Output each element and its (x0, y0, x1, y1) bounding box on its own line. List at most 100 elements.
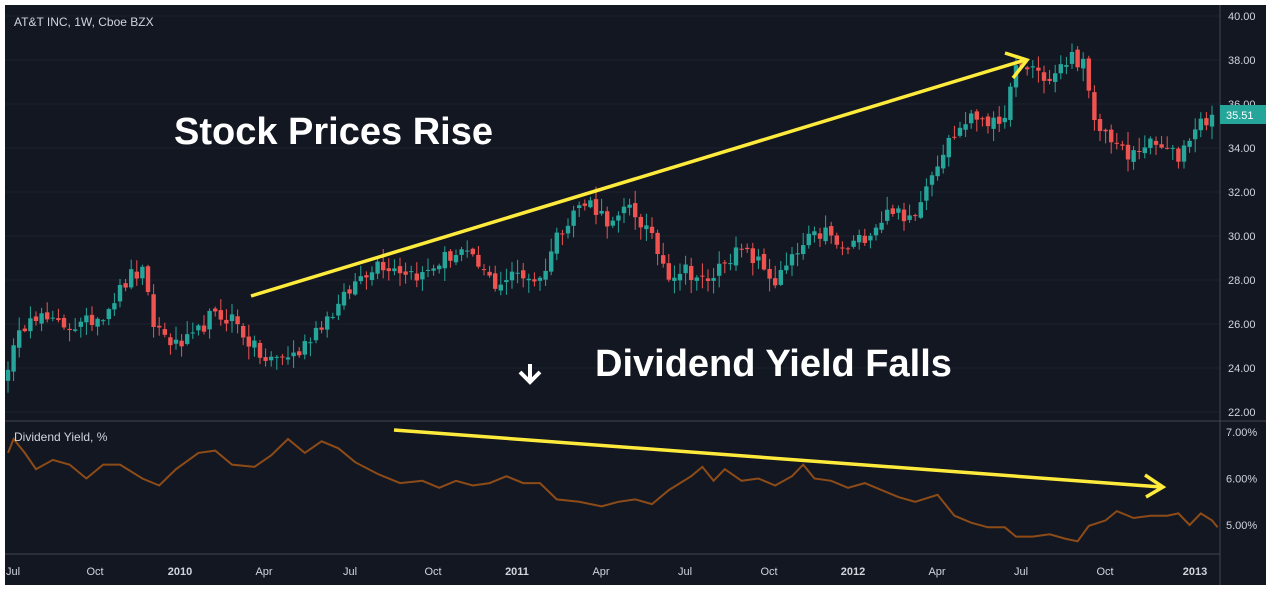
candle (717, 251, 722, 288)
candle (297, 347, 302, 358)
rise-annotation: Stock Prices Rise (174, 111, 493, 153)
candle (1103, 128, 1108, 144)
time-tick-label: 2011 (505, 566, 529, 578)
candle (896, 205, 901, 220)
main-pane-title: AT&T INC, 1W, Cboe BZX (14, 15, 154, 29)
candle (1097, 113, 1103, 142)
candle (957, 121, 963, 138)
candle (728, 253, 733, 271)
yield-tick-label: 7.00% (1226, 427, 1257, 439)
candle (61, 314, 67, 330)
candle (969, 109, 974, 129)
candle (823, 215, 828, 245)
candle (1092, 85, 1097, 131)
candle (134, 260, 139, 286)
candle (638, 213, 643, 240)
candle (795, 242, 800, 267)
candle (1204, 112, 1209, 131)
candle (599, 198, 604, 216)
candle (179, 334, 184, 357)
candle (924, 178, 929, 211)
candle (784, 252, 789, 274)
candle (577, 201, 582, 217)
candle (140, 264, 145, 286)
candle (537, 276, 543, 291)
candle (935, 155, 940, 181)
candle (252, 335, 257, 357)
price-tick-label: 32.00 (1228, 187, 1256, 199)
candle (901, 202, 907, 231)
candle (101, 319, 106, 326)
candle (504, 268, 509, 295)
candle (218, 299, 223, 326)
candle (229, 303, 235, 333)
candle (274, 355, 279, 370)
candle (442, 246, 447, 282)
time-tick-label: Oct (1096, 566, 1113, 578)
candle (655, 229, 660, 266)
candle (890, 204, 895, 217)
candle (241, 323, 246, 346)
candle (918, 191, 923, 219)
candle (11, 338, 16, 382)
candle (521, 262, 526, 288)
candle (806, 225, 811, 249)
candle (1075, 46, 1080, 72)
candle (1181, 140, 1187, 169)
candle (313, 321, 319, 344)
candle (907, 204, 912, 223)
candle (756, 248, 761, 270)
candle (767, 259, 772, 292)
candle (263, 348, 268, 367)
candle (336, 294, 341, 321)
candle (845, 246, 851, 255)
time-tick-label: Oct (760, 566, 777, 578)
candle (1125, 131, 1131, 172)
candle (291, 340, 296, 368)
candle (1193, 118, 1198, 153)
candle (1064, 56, 1069, 75)
candle (498, 271, 503, 296)
candle (649, 217, 655, 239)
candle (565, 218, 571, 239)
candle (95, 317, 100, 336)
candle (117, 278, 123, 308)
candle (196, 323, 201, 336)
candle (1002, 105, 1007, 129)
fall-arrow (393, 428, 1167, 499)
candle (420, 266, 425, 291)
time-tick-label: 2012 (841, 566, 865, 578)
candle (358, 265, 363, 285)
candle (1047, 70, 1052, 85)
candle (812, 226, 817, 243)
candle (941, 144, 946, 174)
time-tick-label: Oct (86, 566, 103, 578)
candle (369, 266, 375, 286)
candle (1081, 52, 1086, 82)
candle (145, 264, 151, 296)
candle (50, 310, 55, 322)
candle (162, 322, 167, 338)
candle (621, 198, 627, 224)
candle (722, 259, 727, 274)
candle (1086, 55, 1091, 99)
candle (761, 248, 767, 271)
candle (403, 262, 408, 284)
candle (386, 258, 391, 281)
candle (257, 339, 263, 365)
rise-arrow (250, 51, 1030, 298)
candle (834, 232, 839, 249)
candle (22, 325, 27, 333)
candle (465, 240, 470, 258)
candle (375, 257, 380, 280)
candle (409, 265, 414, 280)
candle (588, 196, 593, 209)
candle (929, 171, 935, 197)
time-tick-label: Jul (1014, 566, 1028, 578)
candle (84, 307, 89, 335)
candle (913, 213, 918, 222)
candle (280, 353, 285, 366)
candle (1069, 43, 1075, 70)
